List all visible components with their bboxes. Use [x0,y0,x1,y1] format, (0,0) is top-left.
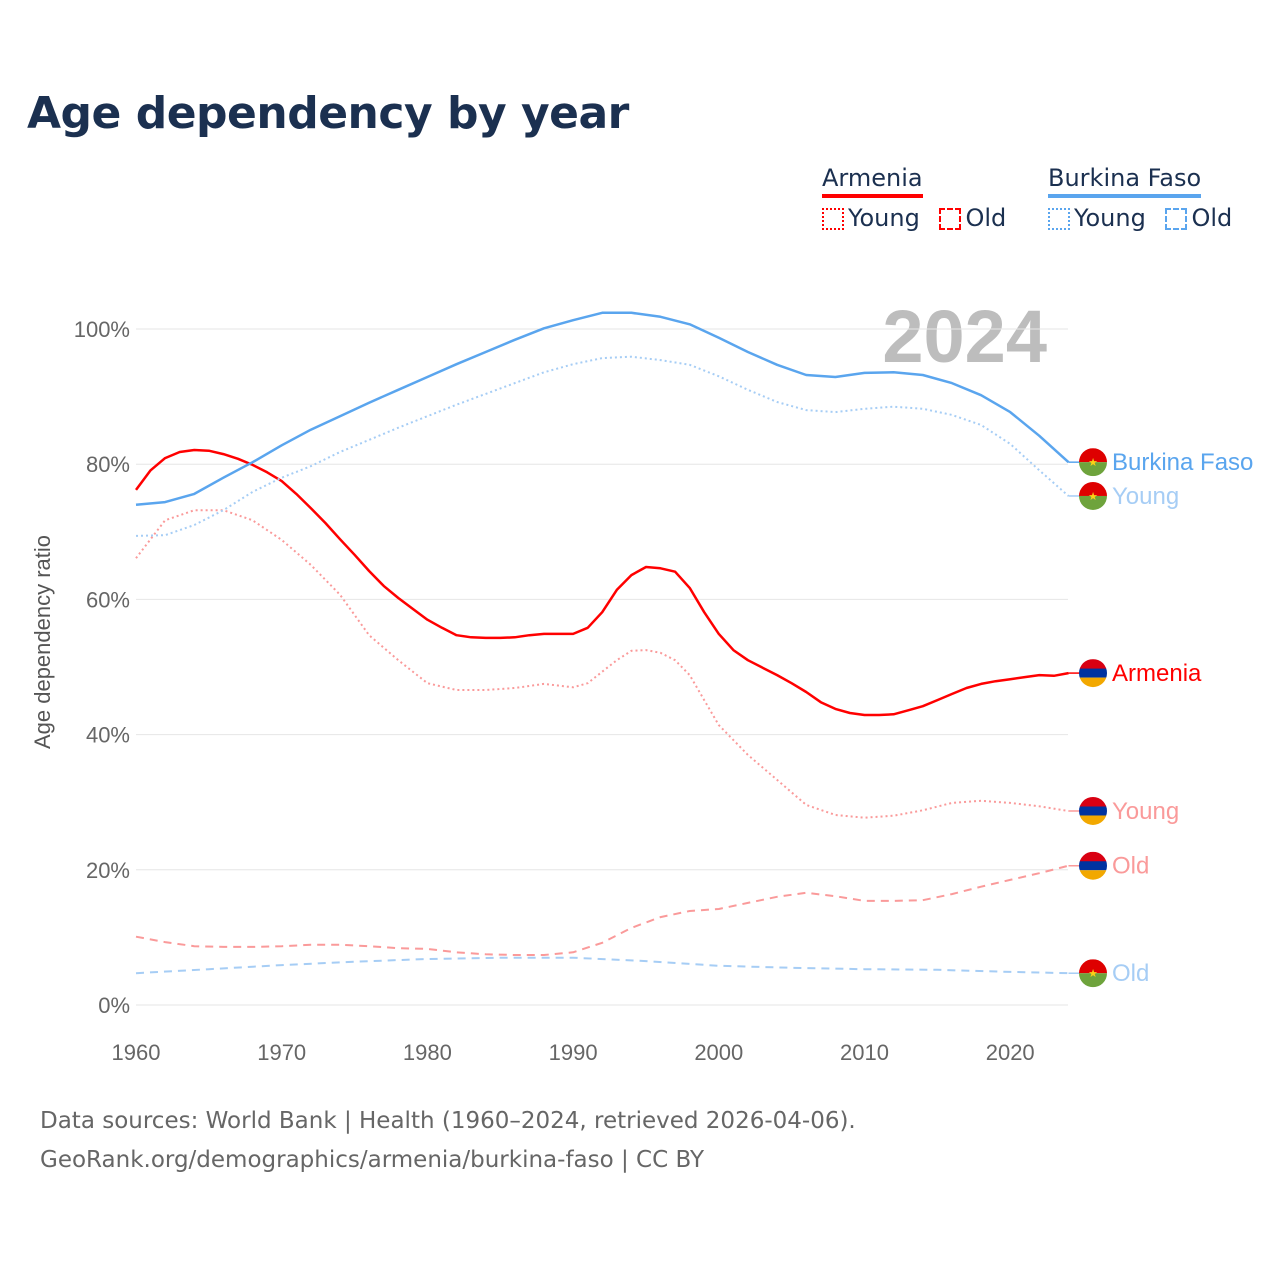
year-watermark: 2024 [882,295,1047,378]
flag-stripe-blue [1079,806,1107,816]
dotted-swatch-icon [1048,208,1070,230]
legend-item-armenia-old[interactable]: Old [939,204,1006,232]
legend-item-burkina-young[interactable]: Young [1048,204,1146,232]
series-line-burkina-faso-young [135,355,1070,537]
flag-stripe-red [1079,796,1107,807]
flag-stripe-green [1079,495,1107,510]
chart-title: Age dependency by year [27,88,629,139]
y-axis-label: Age dependency ratio [30,535,55,749]
end-label: Young [1112,483,1179,510]
x-tick-label: 1960 [112,1040,161,1065]
y-tick-label: 60% [86,587,130,612]
flag-stripe-green [1079,462,1107,477]
armenia-flag-icon [1079,659,1107,688]
armenia-flag-icon [1079,851,1107,880]
source-url-line[interactable]: GeoRank.org/demographics/armenia/burkina… [40,1147,705,1173]
flag-stripe-blue [1079,861,1107,871]
legend-group-burkina-faso: Burkina Faso Young Old [1048,164,1232,232]
series-line-burkina-faso [135,311,1070,507]
x-tick-label: 1990 [549,1040,598,1065]
y-tick-label: 40% [86,723,130,748]
flag-star: ★ [1088,490,1098,503]
x-tick-label: 2010 [840,1040,889,1065]
burkina-flag-icon: ★ [1079,481,1107,510]
y-tick-label: 20% [86,858,130,883]
burkina-flag-icon: ★ [1079,448,1107,477]
series-line-armenia-young [135,509,1069,819]
y-tick-label: 0% [98,993,130,1018]
dashed-swatch-icon [1165,208,1188,230]
flag-stripe-red [1079,659,1107,670]
end-label: Old [1112,960,1149,987]
dotted-swatch-icon [822,208,844,230]
legend-item-armenia-young[interactable]: Young [822,204,920,232]
flag-stripe-orange [1079,870,1107,880]
flag-stripe-blue [1079,668,1107,678]
armenia-flag-icon [1079,796,1107,825]
source-line: Data sources: World Bank | Health (1960–… [40,1108,856,1134]
x-tick-label: 1980 [403,1040,452,1065]
series-line-burkina-faso-old [135,956,1069,975]
series-line-armenia-old [135,864,1069,956]
flag-stripe-orange [1079,815,1107,825]
flag-stripe-orange [1079,677,1107,688]
flag-stripe-red [1079,959,1107,974]
flag-stripe-red [1079,481,1107,496]
legend-item-burkina-old[interactable]: Old [1165,204,1232,232]
legend-country-armenia[interactable]: Armenia [822,164,923,198]
end-label: Armenia [1112,660,1202,687]
burkina-flag-icon: ★ [1079,959,1107,988]
series-line-armenia [134,448,1069,717]
end-label: Young [1112,798,1179,825]
y-tick-label: 100% [74,317,130,342]
flag-stripe-red [1079,851,1107,862]
flag-star: ★ [1088,967,1098,980]
flag-star: ★ [1088,456,1098,469]
end-label: Old [1112,853,1149,880]
legend-group-armenia: Armenia Young Old [822,164,1006,232]
x-tick-label: 1970 [257,1040,306,1065]
y-tick-label: 80% [86,452,130,477]
legend-country-burkina-faso[interactable]: Burkina Faso [1048,164,1202,198]
x-tick-label: 2000 [694,1040,743,1065]
x-tick-label: 2020 [986,1040,1035,1065]
flag-stripe-green [1079,973,1107,988]
end-label: Burkina Faso [1112,449,1253,476]
dashed-swatch-icon [939,208,962,230]
flag-stripe-red [1079,448,1107,463]
